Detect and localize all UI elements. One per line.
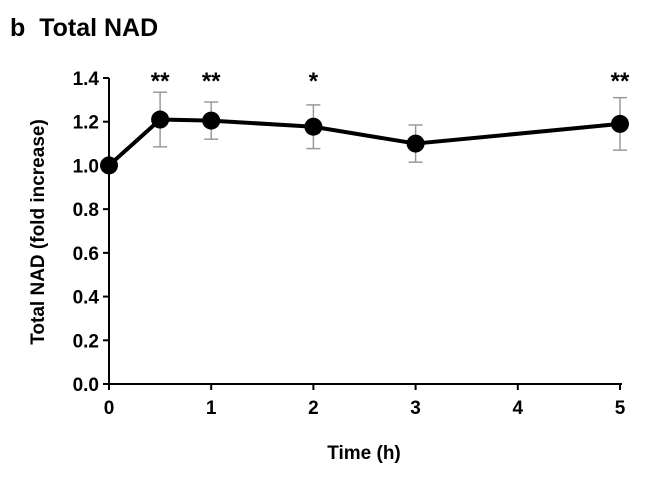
series-line: [107, 117, 621, 167]
significance-label: **: [151, 68, 170, 95]
significance-label: **: [611, 68, 630, 95]
x-tick-label: 5: [615, 398, 626, 419]
x-tick-label: 2: [308, 398, 319, 419]
chart-title: b Total NAD: [10, 14, 158, 43]
x-tick-label: 3: [410, 398, 421, 419]
data-point: [611, 114, 629, 133]
data-point: [151, 110, 170, 129]
y-tick-label: 0.2: [73, 331, 99, 352]
x-axis-label: Time (h): [327, 443, 401, 464]
x-tick-label: 1: [206, 398, 217, 419]
axes: 0.0 0.2 0.4 0.6 0.8 1.0 1.2 1.4 0 1 2 3 4 5: [73, 69, 626, 419]
x-tick-label: 4: [513, 398, 524, 419]
y-tick-label: 0.4: [73, 288, 100, 309]
significance-label: **: [202, 68, 221, 95]
y-tick-label: 0.0: [73, 375, 99, 396]
y-tick-label: 0.6: [73, 244, 99, 265]
y-tick-label: 0.8: [73, 200, 99, 221]
data-point: [304, 117, 323, 136]
y-tick-label: 1.2: [73, 113, 99, 134]
data-point: [406, 134, 425, 153]
significance-label: *: [309, 68, 319, 95]
data-marks: ** ** * **: [100, 68, 630, 175]
data-point: [202, 111, 221, 130]
y-axis-label: Total NAD (fold increase): [28, 119, 49, 345]
y-tick-label: 1.0: [73, 156, 99, 177]
data-point: [100, 156, 118, 175]
y-tick-label: 1.4: [73, 69, 100, 90]
title-text: Total NAD: [39, 14, 159, 42]
x-tick-label: 0: [104, 398, 115, 419]
panel-label: b: [10, 14, 26, 42]
